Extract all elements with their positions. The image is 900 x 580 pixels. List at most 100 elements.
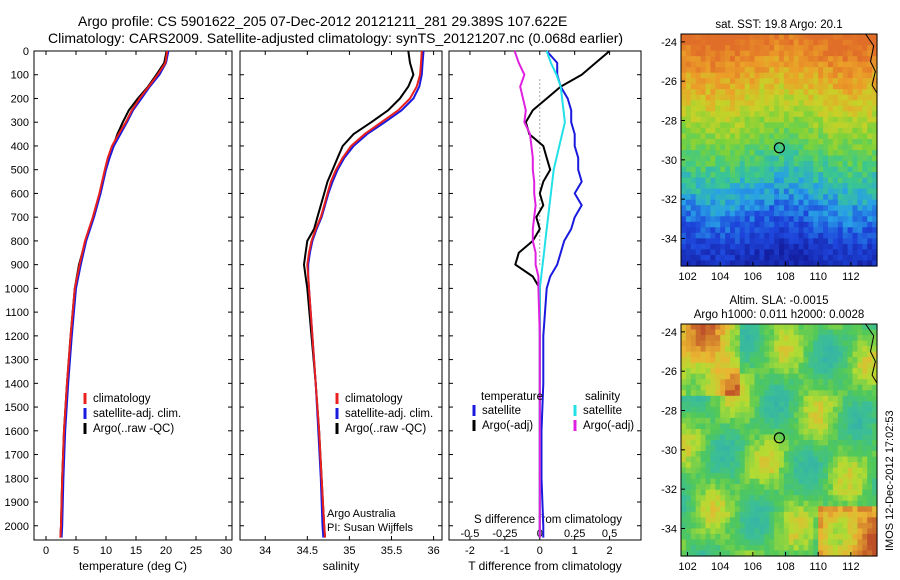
map-cell <box>852 34 858 41</box>
map-cell <box>818 340 824 347</box>
map-cell <box>798 395 805 402</box>
map-cell <box>808 500 814 507</box>
map-cell <box>769 94 775 101</box>
map-cell <box>852 254 858 262</box>
map-cell <box>705 390 711 397</box>
map-cell <box>842 34 849 41</box>
map-cell <box>744 72 751 79</box>
map-cell <box>872 150 878 157</box>
map-cell <box>862 456 868 463</box>
map-cell <box>705 72 711 79</box>
map-cell <box>828 528 834 535</box>
map-cell <box>862 72 868 79</box>
map-cell <box>813 412 819 419</box>
map-cell <box>705 550 711 557</box>
map-cell <box>744 249 751 256</box>
map-cell <box>788 373 795 380</box>
map-cell <box>734 445 741 452</box>
map-cell <box>685 260 692 267</box>
map-cell <box>769 216 775 223</box>
map-cell <box>837 172 844 179</box>
map-cell <box>734 105 741 112</box>
map-cell <box>813 116 819 123</box>
map-cell <box>754 335 760 342</box>
map-cell <box>764 127 770 135</box>
map-cell <box>867 138 873 146</box>
map-cell <box>700 522 707 529</box>
map-cell <box>832 384 839 391</box>
map-cell <box>828 390 834 397</box>
map-cell <box>690 221 697 228</box>
map-cell <box>749 161 756 168</box>
map-cell <box>685 500 692 507</box>
map-cell <box>769 260 775 267</box>
dS-argo-line <box>513 50 541 538</box>
map-cell <box>793 506 800 513</box>
map-cell <box>685 194 692 201</box>
map-cell <box>823 428 829 436</box>
map-cell <box>690 395 697 402</box>
map-cell <box>867 150 873 157</box>
map-cell <box>685 78 692 85</box>
map-cell <box>720 500 726 507</box>
map-cell <box>779 346 785 353</box>
map-cell <box>754 116 760 123</box>
map-cell <box>690 72 697 79</box>
map-cell <box>695 100 702 107</box>
map-cell <box>685 89 692 96</box>
map-cell <box>715 335 721 342</box>
map-cell <box>744 61 751 68</box>
map-cell <box>793 67 800 74</box>
map-cell <box>754 150 760 157</box>
map-cell <box>710 467 716 474</box>
map-cell <box>744 384 751 391</box>
map-cell <box>749 445 756 452</box>
map-cell <box>828 188 834 195</box>
map-cell <box>769 550 775 557</box>
map-cell <box>720 39 726 46</box>
map-cell <box>769 373 775 380</box>
map-cell <box>774 105 780 112</box>
map-cell <box>788 172 795 179</box>
map-cell <box>779 39 785 46</box>
map-cell <box>842 83 849 90</box>
map-cell <box>695 177 702 184</box>
map-cell <box>769 357 775 364</box>
y-tick-label: 600 <box>11 188 29 200</box>
map-cell <box>700 434 707 441</box>
map-cell <box>759 335 765 342</box>
x-tick-label: 34.5 <box>297 545 318 557</box>
map-cell <box>813 324 819 331</box>
map-cell <box>788 155 795 162</box>
map-cell <box>754 232 760 239</box>
map-y-tick-label: -24 <box>661 37 677 49</box>
map-cell <box>788 451 795 458</box>
map-cell <box>798 423 805 430</box>
map-x-tick-label: 108 <box>776 561 794 573</box>
map-cell <box>793 111 800 118</box>
map-cell <box>769 249 775 256</box>
map-cell <box>739 78 746 85</box>
map-cell <box>681 232 687 239</box>
map-cell <box>759 138 765 146</box>
map-cell <box>823 511 829 518</box>
map-y-tick-label: -34 <box>661 233 677 245</box>
map-cell <box>754 351 760 358</box>
map-cell <box>764 50 770 57</box>
map-cell <box>695 395 702 402</box>
map-cell <box>788 362 795 369</box>
map-cell <box>764 188 770 195</box>
x-axis-label: salinity <box>323 559 360 573</box>
map-cell <box>690 346 697 353</box>
map-cell <box>715 260 721 267</box>
map-cell <box>710 216 716 223</box>
map-cell <box>700 188 707 195</box>
map-cell <box>681 161 687 168</box>
map-cell <box>759 56 765 63</box>
map-cell <box>710 451 716 458</box>
map-cell <box>808 83 814 90</box>
map-cell <box>823 484 829 491</box>
map-x-tick-label: 106 <box>744 561 762 573</box>
map-cell <box>837 133 844 140</box>
